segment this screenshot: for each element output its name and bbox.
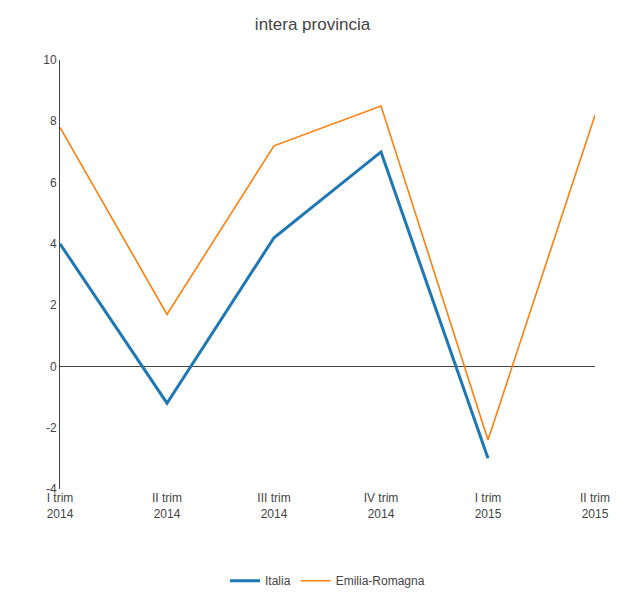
svg-text:4: 4 [50,237,57,251]
svg-text:IV trim2014: IV trim2014 [364,491,399,521]
svg-text:-4: -4 [46,482,57,496]
svg-text:0: 0 [50,360,57,374]
svg-text:III trim2014: III trim2014 [257,491,290,521]
svg-text:-2: -2 [46,421,57,435]
svg-text:10: 10 [43,53,57,67]
svg-text:I trim2015: I trim2015 [475,491,502,521]
svg-text:I trim2014: I trim2014 [47,491,74,521]
svg-text:8: 8 [50,114,57,128]
svg-text:2: 2 [50,298,57,312]
svg-text:intera provincia: intera provincia [255,15,371,34]
svg-text:Emilia-Romagna: Emilia-Romagna [336,574,425,588]
svg-text:II trim2014: II trim2014 [152,491,182,521]
svg-text:6: 6 [50,176,57,190]
svg-text:Italia: Italia [265,574,291,588]
svg-text:II trim2015: II trim2015 [580,491,610,521]
